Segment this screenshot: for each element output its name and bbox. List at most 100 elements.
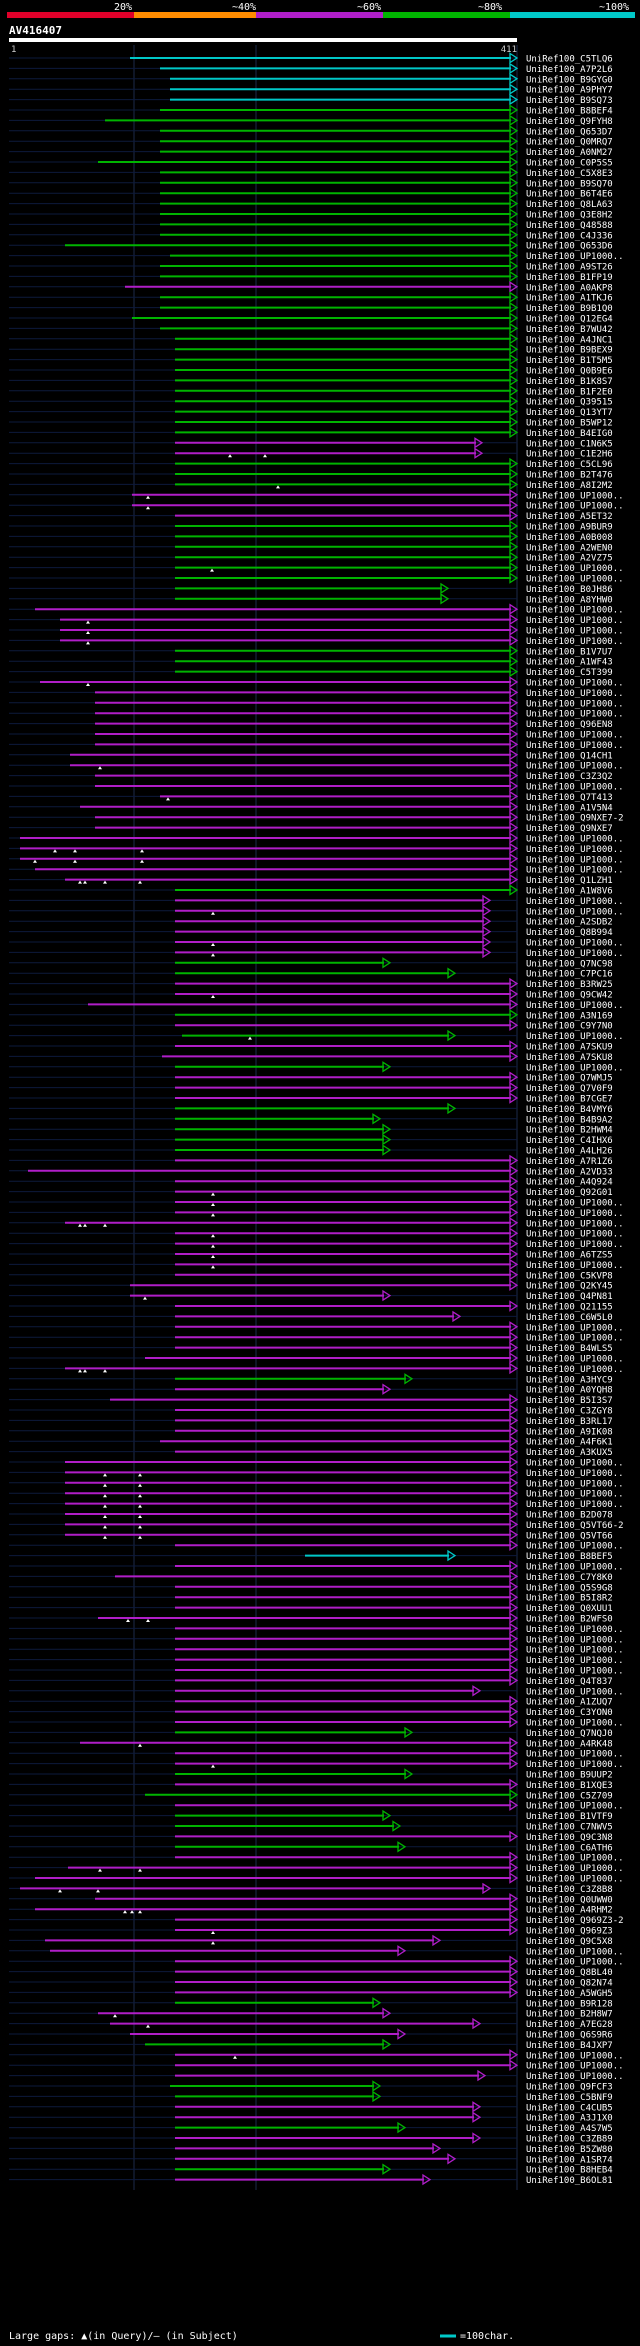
hit-label[interactable]: UniRef100_A4RHM2 bbox=[526, 1906, 613, 1916]
hit-row[interactable]: UniRef100_Q7WMJ5 bbox=[9, 1071, 613, 1084]
hit-row[interactable]: UniRef100_UP1000.. bbox=[9, 738, 624, 751]
hit-row[interactable]: UniRef100_C5TLQ6 bbox=[9, 52, 613, 65]
hit-label[interactable]: UniRef100_B7CGE7 bbox=[526, 1095, 613, 1105]
hit-row[interactable]: UniRef100_Q39515 bbox=[9, 395, 613, 408]
hit-label[interactable]: UniRef100_A2WEN0 bbox=[526, 543, 613, 553]
hit-label[interactable]: UniRef100_Q2KY45 bbox=[526, 1282, 613, 1292]
hit-row[interactable]: UniRef100_UP1000.. bbox=[9, 1653, 624, 1666]
hit-label[interactable]: UniRef100_UP1000.. bbox=[526, 783, 624, 793]
hit-label[interactable]: UniRef100_UP1000.. bbox=[526, 1001, 624, 1011]
hit-label[interactable]: UniRef100_B1VTF9 bbox=[526, 1812, 613, 1822]
hit-label[interactable]: UniRef100_A3KUX5 bbox=[526, 1448, 613, 1458]
hit-label[interactable]: UniRef100_A3J1X0 bbox=[526, 2114, 613, 2124]
hit-label[interactable]: UniRef100_B0JH86 bbox=[526, 585, 613, 595]
hit-label[interactable]: UniRef100_UP1000.. bbox=[526, 1667, 624, 1677]
hit-row[interactable]: UniRef100_UP1000.. bbox=[9, 1227, 624, 1240]
hit-row[interactable]: UniRef100_C3YON0 bbox=[9, 1705, 613, 1718]
hit-label[interactable]: UniRef100_UP1000.. bbox=[526, 855, 624, 865]
hit-label[interactable]: UniRef100_A7SKU8 bbox=[526, 1053, 613, 1063]
hit-row[interactable]: UniRef100_C0P5S5 bbox=[9, 156, 613, 169]
hit-row[interactable]: UniRef100_B5I8R2 bbox=[9, 1591, 613, 1604]
hit-label[interactable]: UniRef100_C5CL96 bbox=[526, 460, 613, 470]
hit-label[interactable]: UniRef100_Q8BL40 bbox=[526, 1968, 613, 1978]
hit-row[interactable]: UniRef100_A4RHM2 bbox=[9, 1903, 613, 1916]
hit-row[interactable]: UniRef100_Q1LZH1 bbox=[9, 873, 613, 886]
hit-row[interactable]: UniRef100_Q48588 bbox=[9, 218, 613, 231]
hit-label[interactable]: UniRef100_Q9FCF3 bbox=[526, 2083, 613, 2093]
hit-row[interactable]: UniRef100_C5BNF9 bbox=[9, 2090, 613, 2103]
hit-label[interactable]: UniRef100_C4IHX6 bbox=[526, 1136, 613, 1146]
hit-label[interactable]: UniRef100_A1V5N4 bbox=[526, 803, 613, 813]
hit-label[interactable]: UniRef100_A4S7W5 bbox=[526, 2124, 613, 2134]
hit-label[interactable]: UniRef100_UP1000.. bbox=[526, 699, 624, 709]
hit-row[interactable]: UniRef100_UP1000.. bbox=[9, 853, 624, 865]
hit-row[interactable]: UniRef100_UP1000.. bbox=[9, 1955, 624, 1968]
hit-row[interactable]: UniRef100_A4F6K1 bbox=[9, 1435, 613, 1448]
hit-row[interactable]: UniRef100_Q969Z3 bbox=[9, 1924, 613, 1937]
hit-label[interactable]: UniRef100_A0B008 bbox=[526, 533, 613, 543]
hit-label[interactable]: UniRef100_B8BEF4 bbox=[526, 107, 613, 117]
hit-row[interactable]: UniRef100_UP1000.. bbox=[9, 686, 624, 699]
hit-row[interactable]: UniRef100_UP1000.. bbox=[9, 728, 624, 741]
hit-row[interactable]: UniRef100_UP1000.. bbox=[9, 1456, 624, 1469]
hit-row[interactable]: UniRef100_Q0MRQ7 bbox=[9, 135, 613, 148]
hit-row[interactable]: UniRef100_C4J336 bbox=[9, 229, 613, 241]
hit-label[interactable]: UniRef100_UP1000.. bbox=[526, 1750, 624, 1760]
hit-label[interactable]: UniRef100_A3N169 bbox=[526, 1011, 613, 1021]
hit-label[interactable]: UniRef100_UP1000.. bbox=[526, 835, 624, 845]
hit-row[interactable]: UniRef100_UP1000.. bbox=[9, 1799, 624, 1812]
hit-label[interactable]: UniRef100_Q3E8H2 bbox=[526, 211, 613, 221]
hit-row[interactable]: UniRef100_Q82N74 bbox=[9, 1976, 613, 1989]
hit-row[interactable]: UniRef100_B4JXP7 bbox=[9, 2038, 613, 2051]
hit-label[interactable]: UniRef100_Q9C3N8 bbox=[526, 1833, 613, 1843]
hit-row[interactable]: UniRef100_B2D078 bbox=[9, 1508, 613, 1521]
hit-label[interactable]: UniRef100_B5I3S7 bbox=[526, 1396, 613, 1406]
hit-row[interactable]: UniRef100_C3Z8B8 bbox=[9, 1882, 613, 1895]
hit-row[interactable]: UniRef100_Q0B9E6 bbox=[9, 364, 613, 377]
hit-label[interactable]: UniRef100_Q8B994 bbox=[526, 928, 613, 938]
hit-label[interactable]: UniRef100_Q6S9R6 bbox=[526, 2031, 613, 2041]
hit-row[interactable]: UniRef100_UP1000.. bbox=[9, 1237, 624, 1250]
hit-label[interactable]: UniRef100_UP1000.. bbox=[526, 2062, 624, 2072]
hit-row[interactable]: UniRef100_A1W8V6 bbox=[9, 884, 613, 897]
hit-label[interactable]: UniRef100_C4CUB5 bbox=[526, 2103, 613, 2113]
hit-label[interactable]: UniRef100_A1WF43 bbox=[526, 658, 613, 668]
hit-row[interactable]: UniRef100_C4IHX6 bbox=[9, 1133, 613, 1146]
hit-row[interactable]: UniRef100_Q653D7 bbox=[9, 125, 613, 137]
hit-label[interactable]: UniRef100_B6T4E6 bbox=[526, 190, 613, 200]
hit-label[interactable]: UniRef100_A7SKU9 bbox=[526, 1043, 613, 1053]
hit-row[interactable]: UniRef100_UP1000.. bbox=[9, 1061, 624, 1073]
hit-label[interactable]: UniRef100_UP1000.. bbox=[526, 1854, 624, 1864]
hit-label[interactable]: UniRef100_UP1000.. bbox=[526, 616, 624, 626]
hit-label[interactable]: UniRef100_UP1000.. bbox=[526, 731, 624, 741]
hit-label[interactable]: UniRef100_UP1000.. bbox=[526, 1479, 624, 1489]
hit-row[interactable]: UniRef100_B1XQE3 bbox=[9, 1778, 613, 1791]
hit-label[interactable]: UniRef100_UP1000.. bbox=[526, 1240, 624, 1250]
hit-label[interactable]: UniRef100_Q96EN8 bbox=[526, 720, 613, 730]
hit-row[interactable]: UniRef100_UP1000.. bbox=[9, 1331, 624, 1344]
hit-row[interactable]: UniRef100_A3KUX5 bbox=[9, 1445, 613, 1458]
hit-row[interactable]: UniRef100_UP1000.. bbox=[9, 1258, 624, 1271]
hit-row[interactable]: UniRef100_Q14CH1 bbox=[9, 749, 613, 761]
hit-label[interactable]: UniRef100_B9SQ73 bbox=[526, 96, 613, 106]
hit-row[interactable]: UniRef100_Q12EG4 bbox=[9, 312, 613, 325]
hit-row[interactable]: UniRef100_UP1000.. bbox=[9, 1217, 624, 1229]
hit-label[interactable]: UniRef100_B5WP12 bbox=[526, 419, 613, 429]
hit-label[interactable]: UniRef100_Q5S9G8 bbox=[526, 1583, 613, 1593]
hit-label[interactable]: UniRef100_B2H8W7 bbox=[526, 2010, 613, 2020]
hit-row[interactable]: UniRef100_A3J1X0 bbox=[9, 2111, 613, 2124]
hit-label[interactable]: UniRef100_Q653D6 bbox=[526, 242, 613, 252]
hit-row[interactable]: UniRef100_UP1000.. bbox=[9, 1539, 624, 1552]
hit-row[interactable]: UniRef100_UP1000.. bbox=[9, 780, 624, 793]
hit-row[interactable]: UniRef100_Q8B994 bbox=[9, 925, 613, 938]
hit-row[interactable]: UniRef100_Q21155 bbox=[9, 1300, 613, 1313]
hit-row[interactable]: UniRef100_C3Z3Q2 bbox=[9, 769, 613, 782]
hit-label[interactable]: UniRef100_UP1000.. bbox=[526, 1365, 624, 1375]
hit-label[interactable]: UniRef100_C5BNF9 bbox=[526, 2093, 613, 2103]
hit-row[interactable]: UniRef100_UP1000.. bbox=[9, 1945, 624, 1957]
hit-row[interactable]: UniRef100_Q653D6 bbox=[9, 239, 613, 252]
hit-row[interactable]: UniRef100_UP1000.. bbox=[9, 613, 624, 626]
hit-label[interactable]: UniRef100_B8HEB4 bbox=[526, 2166, 613, 2176]
hit-row[interactable]: UniRef100_A9BUR9 bbox=[9, 520, 613, 533]
hit-label[interactable]: UniRef100_UP1000.. bbox=[526, 1261, 624, 1271]
